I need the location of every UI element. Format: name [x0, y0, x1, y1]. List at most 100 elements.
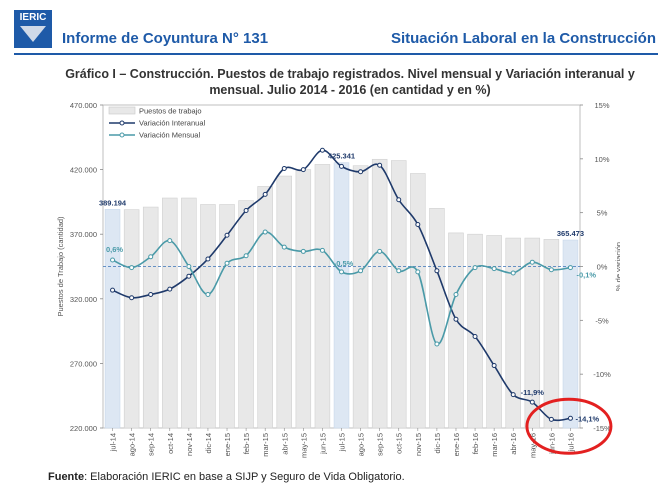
- figure-title: Gráfico I – Construcción. Puestos de tra…: [40, 66, 660, 98]
- chart-container: 220.000 270.000 320.000 370.000 420.000 470.0…: [50, 95, 623, 460]
- x-tick-label-nov-15: nov-15: [414, 433, 423, 456]
- bar-sep-15: [371, 158, 388, 429]
- variacion-interanual-point-feb-16: [472, 333, 478, 339]
- x-tick-label-jun-16: jun-16: [547, 433, 556, 455]
- variacion-mensual-point-feb-16: [472, 265, 478, 271]
- variacion-mensual-point-nov-15: [415, 269, 421, 275]
- bar-ago-15: [352, 165, 369, 429]
- x-tick-label-mar-15: mar-15: [261, 433, 270, 457]
- variacion-interanual-point-jul-16: [567, 415, 573, 421]
- variacion-interanual-point-ago-14: [129, 295, 135, 301]
- bar-mar-15: [257, 186, 273, 429]
- variacion-mensual-point-may-15: [300, 248, 306, 254]
- bar-may-15: [295, 169, 312, 429]
- variacion-mensual-point-ene-16: [453, 291, 459, 297]
- logo-triangle-icon: [20, 26, 46, 42]
- bar-nov-15: [410, 173, 426, 429]
- x-tick-label-jul-16: jul-16: [566, 433, 575, 452]
- data-label-2: 365.473: [557, 229, 584, 238]
- data-label-7: -14,1%: [575, 414, 599, 423]
- source-note: Fuente: Elaboración IERIC en base a SIJP…: [48, 471, 405, 483]
- x-tick-label-sep-15: sep-15: [376, 433, 385, 456]
- bar-dic-14: [200, 204, 216, 429]
- variacion-interanual-point-sep-14: [148, 291, 154, 297]
- x-tick-label-may-16: may-16: [528, 433, 537, 458]
- figure-title-line-2: mensual. Julio 2014 - 2016 (en cantidad …: [209, 83, 491, 97]
- x-tick-label-jun-15: jun-15: [318, 433, 327, 455]
- legend-label-mensual: Variación Mensual: [139, 131, 200, 140]
- variacion-interanual-point-jul-15: [339, 163, 344, 169]
- source-text: : Elaboración IERIC en base a SIJP y Seg…: [84, 471, 405, 483]
- x-tick-label-jul-14: jul-14: [109, 433, 118, 452]
- x-tick-label-feb-15: feb-15: [242, 433, 251, 454]
- variacion-mensual-point-dic-15: [434, 341, 440, 347]
- bar-oct-14: [162, 197, 178, 429]
- bar-sep-14: [142, 206, 159, 429]
- variacion-interanual-point-feb-15: [243, 208, 249, 214]
- x-tick-label-jul-15: jul-15: [338, 433, 347, 452]
- variacion-mensual-point-feb-15: [243, 253, 249, 259]
- logo-text: IERIC: [19, 12, 47, 23]
- variacion-interanual-point-ene-16: [453, 316, 459, 322]
- x-tick-label-mar-16: mar-16: [490, 433, 499, 457]
- variacion-interanual-point-nov-15: [415, 222, 421, 228]
- right-axis-tick-label: 0%: [597, 263, 608, 272]
- variacion-interanual-point-ago-15: [358, 169, 364, 175]
- variacion-mensual-point-abr-16: [510, 270, 516, 276]
- variacion-mensual-point-mar-15: [262, 229, 268, 235]
- bar-dic-15: [429, 208, 445, 429]
- x-tick-label-ene-16: ene-16: [452, 433, 461, 456]
- x-tick-label-dic-15: dic-15: [433, 433, 442, 453]
- variacion-mensual-point-sep-14: [148, 254, 154, 260]
- variacion-interanual-point-ene-15: [224, 232, 230, 238]
- x-tick-label-may-15: may-15: [299, 433, 308, 458]
- data-label-1: 425.341: [328, 152, 355, 161]
- legend-marker-interanual: [119, 120, 125, 126]
- variacion-mensual-point-jul-16: [567, 265, 573, 271]
- right-axis-tick-label: 15%: [594, 101, 609, 110]
- variacion-mensual-point-ago-14: [129, 265, 135, 271]
- header-divider: [14, 53, 658, 55]
- variacion-mensual-point-dic-14: [205, 291, 211, 297]
- variacion-mensual-point-oct-15: [396, 268, 402, 274]
- x-tick-label-ago-14: ago-14: [128, 433, 137, 456]
- variacion-interanual-point-nov-14: [186, 273, 192, 279]
- variacion-interanual-point-dic-14: [205, 256, 211, 262]
- data-label-6: -11,9%: [521, 388, 545, 397]
- x-tick-label-abr-16: abr-16: [509, 433, 518, 455]
- x-tick-label-oct-15: oct-15: [395, 433, 404, 454]
- variacion-interanual-point-abr-16: [510, 392, 516, 398]
- variacion-interanual-point-jun-16: [548, 416, 554, 422]
- bar-jul-14: [104, 209, 121, 429]
- variacion-interanual-point-oct-15: [396, 197, 402, 203]
- ieric-logo: IERIC: [14, 10, 52, 48]
- left-axis-tick-label: 370.000: [70, 230, 97, 239]
- bar-mar-16: [486, 235, 502, 429]
- variacion-interanual-point-mar-16: [491, 363, 497, 369]
- legend-label-puestos: Puestos de trabajo: [139, 107, 202, 116]
- variacion-mensual-point-abr-15: [281, 244, 287, 250]
- bar-nov-14: [181, 197, 197, 429]
- variacion-mensual-point-jul-14: [110, 257, 116, 263]
- bar-ene-15: [219, 204, 235, 429]
- x-tick-label-sep-14: sep-14: [147, 433, 156, 456]
- left-axis-tick-label: 420.000: [70, 166, 97, 175]
- left-axis-tick-label: 470.000: [70, 101, 97, 110]
- variacion-mensual-point-ago-15: [358, 268, 364, 274]
- bar-jun-15: [314, 164, 331, 429]
- variacion-interanual-point-jul-14: [110, 287, 116, 293]
- bar-abr-15: [276, 175, 293, 429]
- right-axis-title: % de variación: [614, 242, 620, 291]
- red-annotation-circle: [525, 397, 613, 455]
- right-axis-tick-label: -15%: [593, 424, 611, 433]
- variacion-interanual-point-oct-14: [167, 286, 173, 292]
- variacion-interanual-point-sep-15: [377, 162, 383, 168]
- x-tick-label-dic-14: dic-14: [204, 433, 213, 453]
- right-axis-tick-label: 10%: [594, 155, 609, 164]
- employment-chart: 220.000 270.000 320.000 370.000 420.000 470.0…: [56, 101, 623, 458]
- data-label-0: 389.194: [99, 198, 127, 207]
- right-axis-tick-label: 5%: [597, 209, 608, 218]
- variacion-interanual-point-may-15: [300, 167, 306, 173]
- bar-ene-16: [448, 232, 464, 429]
- bar-jul-15: [333, 162, 350, 429]
